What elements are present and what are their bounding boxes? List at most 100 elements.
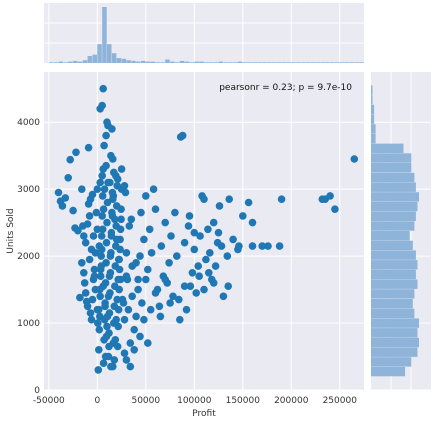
scatter-point	[90, 272, 99, 281]
scatter-point	[136, 252, 144, 260]
scatter-point	[194, 262, 202, 270]
scatter-point	[87, 315, 96, 324]
scatter-point	[100, 141, 108, 150]
scatter-point	[126, 362, 135, 371]
scatter-point	[116, 245, 124, 254]
scatter-point	[130, 325, 138, 334]
x-histogram-bar	[344, 62, 350, 63]
scatter-point	[171, 208, 179, 217]
scatter-point	[204, 225, 212, 234]
scatter-point	[99, 84, 107, 93]
scatter-point	[69, 206, 77, 215]
scatter-point	[78, 259, 86, 267]
y-histogram-bar	[371, 260, 418, 270]
x-tick-label: -50000	[33, 396, 65, 406]
x-tick-label: 100000	[177, 396, 212, 406]
scatter-point	[85, 255, 94, 264]
y-histogram-bar	[371, 231, 410, 241]
y-histogram-bar	[371, 328, 418, 338]
scatter-point	[98, 172, 106, 180]
scatter-point	[161, 218, 169, 227]
x-histogram-bar	[121, 58, 127, 63]
y-histogram-bar	[371, 337, 419, 348]
x-tick-label: 250000	[323, 396, 358, 406]
y-histogram-bar	[371, 366, 406, 377]
scatter-point	[258, 242, 267, 250]
x-histogram-bar	[233, 62, 238, 63]
scatter-point	[96, 178, 104, 187]
scatter-point	[142, 192, 150, 200]
y-histogram-bar	[371, 95, 373, 105]
x-histogram-bar	[301, 62, 306, 63]
x-histogram-bar	[315, 62, 320, 63]
scatter-point	[217, 242, 226, 250]
scatter-point	[134, 285, 142, 294]
scatter-point	[180, 282, 189, 291]
scatter-point	[206, 249, 214, 257]
x-histogram-bar	[87, 56, 93, 63]
x-histogram-bar	[165, 59, 170, 63]
scatter-point	[94, 319, 102, 327]
x-histogram-bar	[213, 62, 219, 63]
scatter-point	[120, 349, 129, 358]
scatter-point	[202, 255, 210, 264]
scatter-point	[99, 205, 108, 213]
scatter-point	[78, 185, 86, 193]
scatter-point	[122, 356, 131, 364]
scatter-point	[151, 289, 160, 297]
scatter-point	[97, 232, 106, 240]
scatter-point	[81, 289, 90, 297]
scatter-point	[97, 252, 105, 260]
y-histogram-bar	[371, 308, 415, 319]
scatter-point	[165, 259, 173, 267]
scatter-point	[98, 192, 107, 200]
x-histogram-bar	[97, 44, 102, 63]
scatter-point	[149, 185, 158, 193]
x-histogram-bar	[271, 62, 277, 63]
scatter-point	[134, 275, 142, 284]
scatter-point	[95, 305, 103, 314]
scatter-point	[110, 356, 119, 364]
scatter-point	[326, 192, 334, 200]
x-histogram-bar	[170, 61, 175, 63]
scatter-point	[105, 342, 113, 351]
scatter-point	[176, 315, 184, 324]
scatter-point	[185, 212, 194, 220]
x-histogram-bar	[189, 62, 194, 63]
x-histogram-bar	[208, 62, 214, 63]
x-histogram-bar	[141, 60, 146, 63]
scatter-point	[205, 269, 213, 277]
scatter-point	[58, 202, 67, 210]
main-plot-background	[44, 72, 364, 390]
scatter-point	[117, 215, 125, 224]
scatter-point	[115, 285, 123, 294]
scatter-point	[209, 218, 218, 227]
x-histogram-bar	[204, 62, 209, 63]
scatter-point	[190, 228, 199, 237]
scatter-point	[113, 342, 122, 351]
scatter-point	[117, 165, 126, 173]
scatter-point	[114, 322, 122, 331]
scatter-point	[119, 299, 128, 307]
scatter-point	[132, 312, 140, 321]
x-histogram-bar	[92, 54, 97, 63]
x-histogram-bar	[218, 61, 223, 63]
y-histogram-bar	[371, 153, 412, 163]
scatter-point	[103, 322, 111, 331]
scatter-point	[97, 262, 105, 270]
y-tick-label: 1000	[17, 319, 40, 329]
scatter-point	[114, 305, 123, 314]
scatter-point	[169, 292, 177, 301]
scatter-point	[100, 185, 109, 193]
scatter-point	[90, 265, 99, 274]
scatter-point	[102, 238, 111, 247]
scatter-point	[94, 366, 103, 374]
x-histogram-bar	[58, 61, 63, 63]
scatter-point	[95, 242, 104, 250]
scatter-point	[175, 295, 183, 304]
y-tick-label: 3000	[17, 185, 40, 195]
y-histogram-bar	[371, 240, 413, 251]
scatter-point	[89, 232, 98, 240]
scatter-point	[180, 238, 189, 247]
x-histogram-bar	[310, 62, 316, 63]
